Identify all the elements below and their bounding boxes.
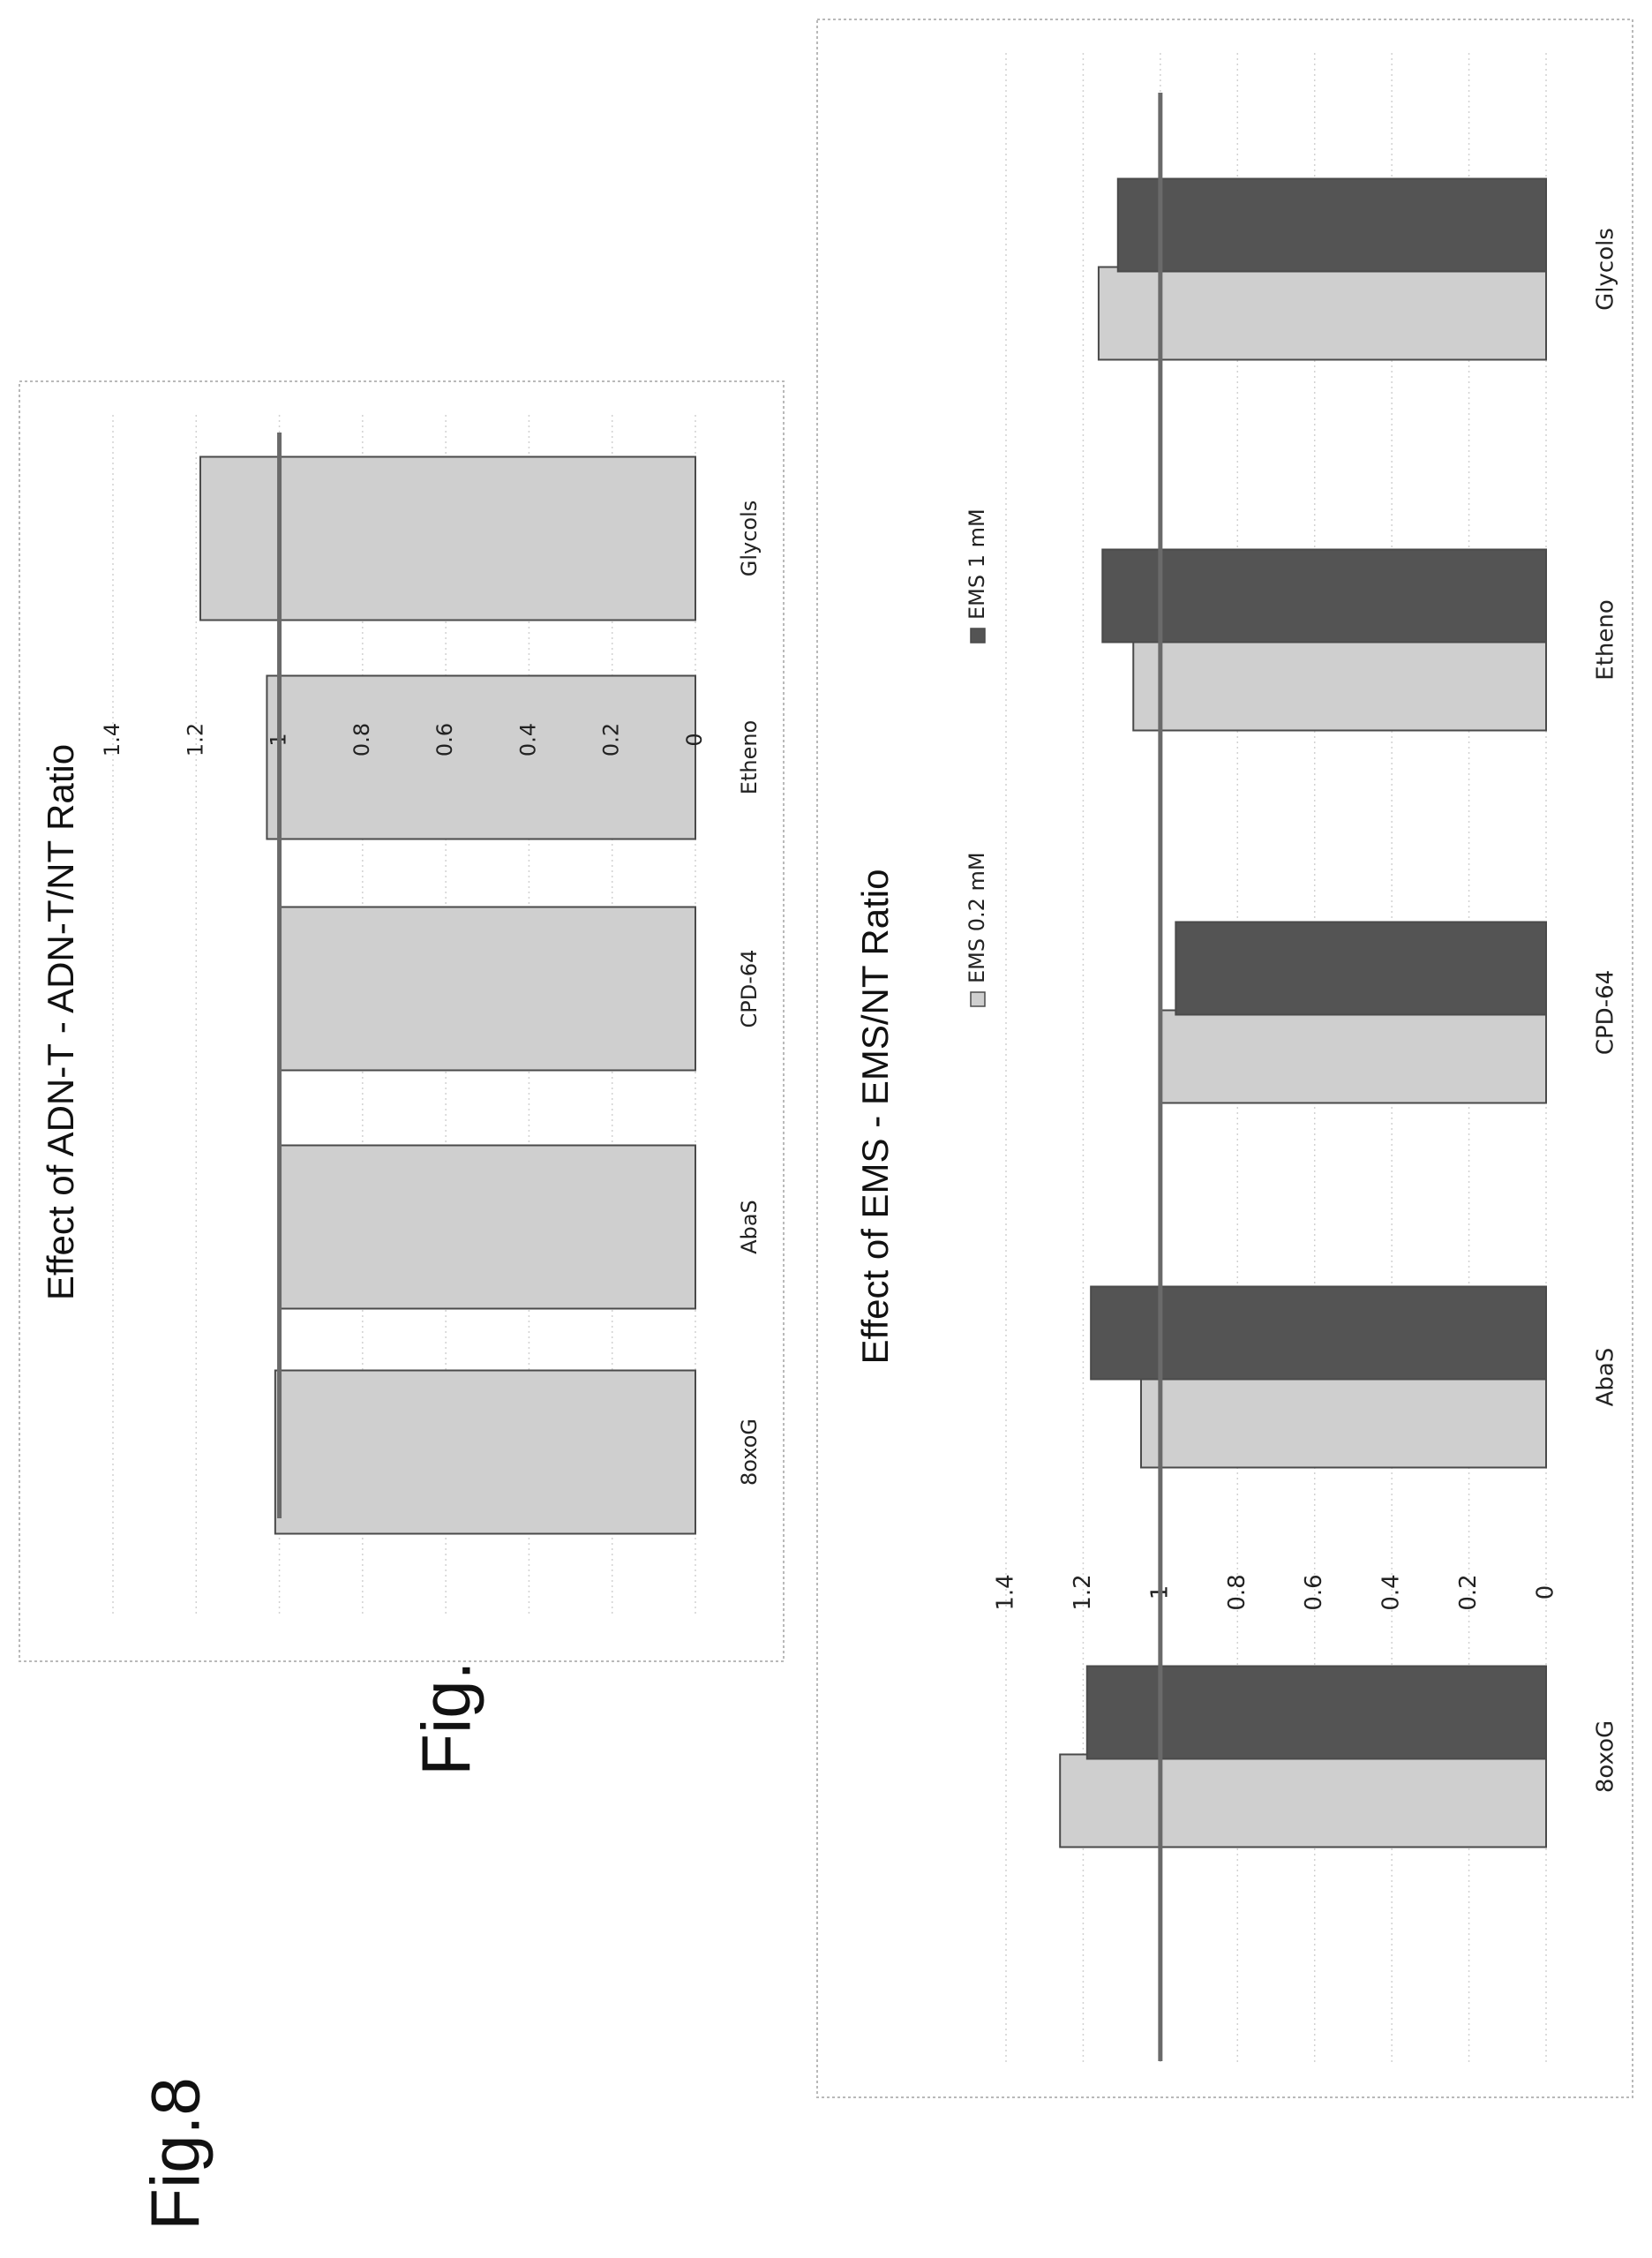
bar-8oxog [274, 1369, 696, 1535]
legend-swatch-ems-0-2mm [970, 991, 986, 1007]
category-label-etheno: Etheno [737, 720, 762, 794]
bar-abas-series-2 [1090, 1285, 1547, 1381]
bar-glycols [199, 455, 696, 621]
ytick-label: 0.8 [349, 723, 374, 756]
chart-fig8: Effect of EMS - EMS/NT Ratio EMS 0.2 mM … [816, 19, 1633, 2098]
ytick-label: 0.6 [1301, 1574, 1327, 1610]
ytick-label: 1.2 [183, 723, 207, 756]
ytick-label: 1.4 [100, 723, 124, 756]
bar-cpd-64-series-2 [1175, 921, 1548, 1016]
legend-label-ems-1mm: EMS 1 mM [965, 508, 989, 620]
category-label-cpd-64: CPD-64 [737, 950, 762, 1028]
ytick-label: 0.4 [515, 723, 540, 756]
ytick-label: 1.2 [1070, 1574, 1096, 1610]
category-label-glycols: Glycols [737, 501, 762, 577]
bar-8oxog-series-1 [1059, 1753, 1547, 1848]
category-label-8oxog: 8oxoG [737, 1419, 762, 1486]
bar-8oxog-series-2 [1085, 1665, 1548, 1760]
bar-glycols-series-2 [1116, 177, 1548, 273]
ytick-label: 0.2 [1455, 1574, 1482, 1610]
category-label-etheno: Etheno [1593, 599, 1619, 680]
category-label-glycols: Glycols [1593, 228, 1619, 311]
bar-cpd-64 [278, 906, 696, 1072]
bar-etheno [266, 674, 696, 840]
bar-etheno-series-2 [1101, 548, 1548, 644]
ytick-label: 1.4 [993, 1574, 1019, 1610]
ytick-label: 0.2 [599, 723, 624, 756]
bar-cpd-64-series-1 [1159, 1009, 1548, 1104]
ytick-label: 0 [682, 733, 707, 746]
ytick-label: 0.8 [1224, 1574, 1250, 1610]
ytick-label: 0.4 [1378, 1574, 1405, 1610]
fig8-label: Fig.8 [137, 2077, 214, 2230]
bar-etheno-series-1 [1132, 636, 1548, 732]
bar-abas [278, 1144, 696, 1310]
chart-fig7-title: Effect of ADN-T - ADN-T/NT Ratio [40, 744, 81, 1300]
legend-swatch-ems-1mm [970, 628, 986, 644]
bar-abas-series-1 [1140, 1374, 1547, 1469]
chart-fig8-title: Effect of EMS - EMS/NT Ratio [854, 869, 896, 1365]
category-label-8oxog: 8oxoG [1593, 1720, 1619, 1793]
bar-glycols-series-1 [1097, 266, 1548, 361]
category-label-abas: AbaS [737, 1200, 762, 1254]
legend-label-ems-0-2mm: EMS 0.2 mM [965, 852, 989, 983]
ytick-label: 0 [1533, 1585, 1559, 1600]
chart-fig7: Effect of ADN-T - ADN-T/NT Ratio 0 0.2 0.4… [19, 380, 785, 1662]
category-label-cpd-64: CPD-64 [1593, 970, 1619, 1055]
chart-fig8-legend: EMS 0.2 mM EMS 1 mM [965, 508, 989, 1007]
ytick-label: 0.6 [432, 723, 457, 756]
category-label-abas: AbaS [1593, 1348, 1619, 1407]
